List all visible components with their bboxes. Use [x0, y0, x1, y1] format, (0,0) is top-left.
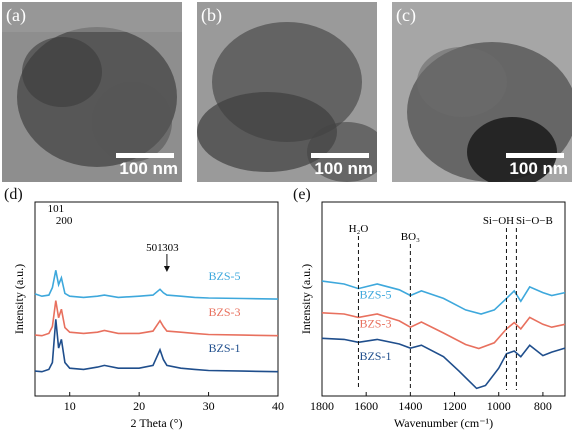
- tem-image-b: (b) 100 nm: [197, 2, 377, 182]
- x-tick-label: 40: [272, 399, 284, 413]
- tem-image-c: (c) 100 nm: [392, 2, 572, 182]
- x-axis-label: 2 Theta (°): [131, 416, 183, 430]
- peak-label: 101: [48, 203, 65, 215]
- tem-micrograph-b: [197, 2, 377, 182]
- series-label-bzs-5: BZS-5: [209, 269, 241, 283]
- panel-label-c: (c): [396, 5, 416, 25]
- plot-frame: [321, 201, 566, 397]
- ftir-chart: 1800 1600 1400 1200 1000 800 Wavenumber (cm⁻¹)…: [299, 201, 566, 430]
- panel-label-e: (e): [293, 186, 311, 203]
- band-label: Si−O−B: [516, 215, 553, 227]
- y-axis-label: Intensity (a.u.): [299, 264, 313, 334]
- scale-text-a: 100 nm: [119, 159, 178, 178]
- x-tick-label: 1600: [354, 399, 378, 413]
- scale-text-c: 100 nm: [509, 159, 568, 178]
- series-line-bzs-1: [321, 337, 566, 390]
- peak-arrowhead: [163, 266, 170, 272]
- series-label-bzs-3: BZS-3: [209, 305, 241, 319]
- series-label-bzs-3: BZS-3: [359, 316, 391, 330]
- band-label: BO₃: [401, 231, 420, 243]
- tem-micrograph-a: [2, 2, 182, 182]
- x-tick-label: 1400: [398, 399, 422, 413]
- panel-label-d: (d): [4, 186, 23, 203]
- peak-label: 303: [162, 242, 179, 254]
- scale-bar-a: [116, 153, 174, 158]
- panel-label-a: (a): [6, 5, 26, 25]
- x-tick-label: 10: [64, 399, 76, 413]
- band-label: H₂O: [349, 223, 369, 235]
- x-tick-label: 800: [534, 399, 552, 413]
- x-tick-label: 1800: [310, 399, 334, 413]
- series-label-bzs-1: BZS-1: [209, 341, 241, 355]
- x-axis-label: Wavenumber (cm⁻¹): [394, 416, 493, 430]
- x-tick-label: 20: [133, 399, 145, 413]
- peak-label: 200: [56, 215, 73, 227]
- xrd-chart: 10 20 30 40 2 Theta (°) Intensity (a.u.) BZS-5…: [12, 201, 284, 430]
- tem-micrograph-c: [392, 2, 572, 182]
- band-label: Si−OH: [483, 215, 514, 227]
- series-line-bzs-3: [321, 312, 566, 350]
- scale-bar-c: [506, 153, 564, 158]
- x-tick-label: 1200: [443, 399, 467, 413]
- series-label-bzs-5: BZS-5: [359, 288, 391, 302]
- series-line-bzs-1: [34, 319, 279, 373]
- panel-label-b: (b): [201, 5, 222, 25]
- series-line-bzs-5: [34, 270, 279, 300]
- y-axis-label: Intensity (a.u.): [12, 264, 26, 334]
- peak-label: 501: [146, 242, 163, 254]
- series-label-bzs-1: BZS-1: [359, 349, 391, 363]
- x-tick-label: 30: [203, 399, 215, 413]
- series-line-bzs-5: [321, 280, 566, 315]
- x-tick-label: 1000: [487, 399, 511, 413]
- scale-bar-b: [311, 153, 369, 158]
- scale-text-b: 100 nm: [314, 159, 373, 178]
- tem-image-a: (a) 100 nm: [2, 2, 182, 182]
- series-line-bzs-3: [34, 300, 279, 337]
